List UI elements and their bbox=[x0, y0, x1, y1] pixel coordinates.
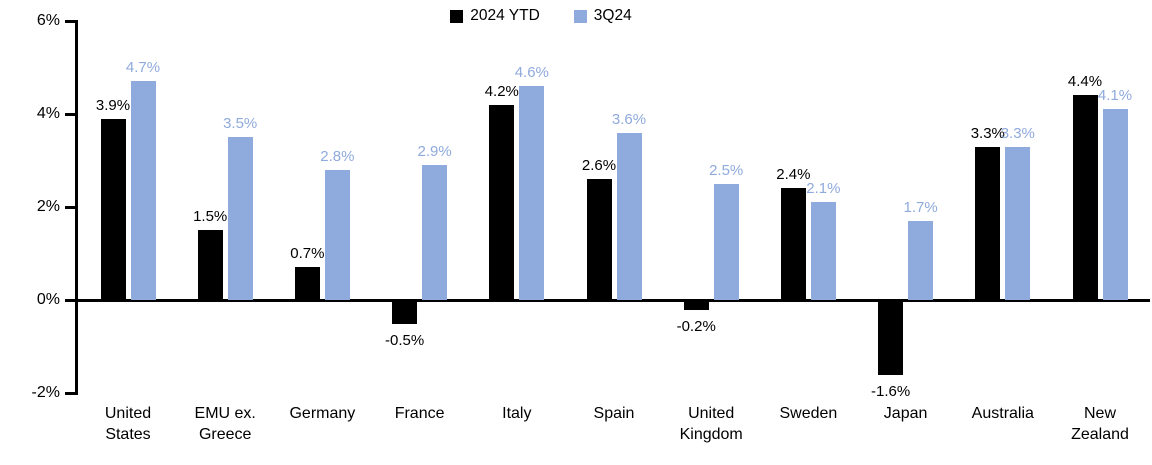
bar-3q24-japan bbox=[908, 220, 934, 300]
data-label-2024-ytd-italy: 4.2% bbox=[484, 82, 519, 100]
bar-3q24-germany bbox=[324, 169, 350, 300]
data-label-2024-ytd-new-zealand: 4.4% bbox=[1067, 73, 1103, 91]
data-label-3q24-new-zealand: 4.1% bbox=[1097, 87, 1133, 105]
bar-2024-ytd-emu-ex-greece bbox=[197, 230, 223, 300]
bar-3q24-spain bbox=[616, 132, 642, 300]
category-label-italy: Italy bbox=[502, 405, 532, 422]
category-label-new-zealand: New Zealand bbox=[1071, 405, 1129, 443]
y-axis-tick-label: 6% bbox=[36, 12, 60, 29]
legend-swatch-3q24 bbox=[573, 9, 587, 23]
bar-3q24-italy bbox=[519, 86, 545, 300]
x-axis-line bbox=[75, 298, 1150, 302]
bar-2024-ytd-germany bbox=[294, 267, 320, 300]
category-label-germany: Germany bbox=[289, 405, 356, 422]
y-axis-tick bbox=[65, 112, 75, 116]
data-label-3q24-emu-ex-greece: 3.5% bbox=[223, 115, 258, 133]
data-label-2024-ytd-emu-ex-greece: 1.5% bbox=[193, 208, 228, 226]
bar-2024-ytd-new-zealand bbox=[1072, 95, 1098, 300]
data-label-3q24-france: 2.9% bbox=[417, 143, 452, 161]
chart-legend: 2024 YTD 3Q24 bbox=[0, 7, 1152, 25]
data-label-3q24-spain: 3.6% bbox=[611, 110, 647, 128]
bar-2024-ytd-spain bbox=[586, 179, 612, 300]
data-label-2024-ytd-germany: 0.7% bbox=[290, 245, 325, 263]
bar-2024-ytd-united-states bbox=[100, 118, 126, 300]
y-axis-tick-label: 2% bbox=[36, 198, 60, 215]
category-label-united-kingdom: United Kingdom bbox=[679, 405, 743, 443]
legend-label-2024-ytd: 2024 YTD bbox=[470, 7, 540, 24]
legend-item-3q24: 3Q24 bbox=[573, 7, 632, 25]
y-axis-tick-label: 0% bbox=[36, 291, 60, 308]
data-label-2024-ytd-spain: 2.6% bbox=[581, 157, 617, 175]
y-axis-tick bbox=[65, 391, 75, 395]
bar-2024-ytd-italy bbox=[489, 104, 515, 300]
data-label-3q24-united-states: 4.7% bbox=[125, 59, 161, 77]
bar-2024-ytd-sweden bbox=[780, 188, 806, 300]
category-label-emu-ex-greece: EMU ex. Greece bbox=[194, 405, 256, 443]
bar-3q24-france bbox=[422, 165, 448, 300]
bar-3q24-united-states bbox=[130, 81, 156, 300]
data-label-2024-ytd-united-kingdom: -0.2% bbox=[676, 318, 716, 336]
legend-item-2024-ytd: 2024 YTD bbox=[450, 7, 540, 25]
bar-3q24-sweden bbox=[810, 202, 836, 300]
data-label-2024-ytd-australia: 3.3% bbox=[970, 124, 1005, 142]
data-label-3q24-sweden: 2.1% bbox=[806, 180, 841, 198]
y-axis-tick bbox=[65, 205, 75, 209]
category-label-united-states: United States bbox=[104, 405, 152, 443]
bar-2024-ytd-australia bbox=[975, 146, 1001, 300]
data-label-2024-ytd-france: -0.5% bbox=[385, 332, 425, 350]
category-label-australia: Australia bbox=[971, 405, 1034, 422]
bar-2024-ytd-japan bbox=[878, 301, 904, 376]
bar-2024-ytd-united-kingdom bbox=[683, 301, 709, 311]
bar-3q24-australia bbox=[1005, 146, 1031, 300]
y-axis-tick-label: -2% bbox=[31, 384, 60, 401]
bar-3q24-emu-ex-greece bbox=[227, 137, 253, 300]
y-axis-tick-label: 4% bbox=[36, 105, 60, 122]
data-label-2024-ytd-united-states: 3.9% bbox=[95, 96, 131, 114]
category-label-spain: Spain bbox=[593, 405, 635, 422]
data-label-3q24-germany: 2.8% bbox=[320, 147, 355, 165]
bar-2024-ytd-france bbox=[392, 301, 418, 325]
data-label-2024-ytd-japan: -1.6% bbox=[871, 383, 911, 401]
legend-label-3q24: 3Q24 bbox=[593, 7, 632, 24]
category-label-france: France bbox=[394, 405, 445, 422]
category-label-sweden: Sweden bbox=[779, 405, 838, 422]
data-label-3q24-japan: 1.7% bbox=[903, 198, 938, 216]
category-label-japan: Japan bbox=[883, 405, 928, 422]
data-label-3q24-australia: 3.3% bbox=[1000, 124, 1035, 142]
data-label-3q24-united-kingdom: 2.5% bbox=[709, 161, 744, 179]
data-label-3q24-italy: 4.6% bbox=[514, 64, 549, 82]
y-axis-line bbox=[75, 20, 78, 395]
bar-3q24-new-zealand bbox=[1102, 109, 1128, 300]
y-axis-tick bbox=[65, 298, 75, 302]
y-axis-tick bbox=[65, 19, 75, 23]
legend-swatch-2024-ytd bbox=[450, 9, 464, 23]
bar-3q24-united-kingdom bbox=[713, 183, 739, 300]
data-label-2024-ytd-sweden: 2.4% bbox=[776, 166, 811, 184]
